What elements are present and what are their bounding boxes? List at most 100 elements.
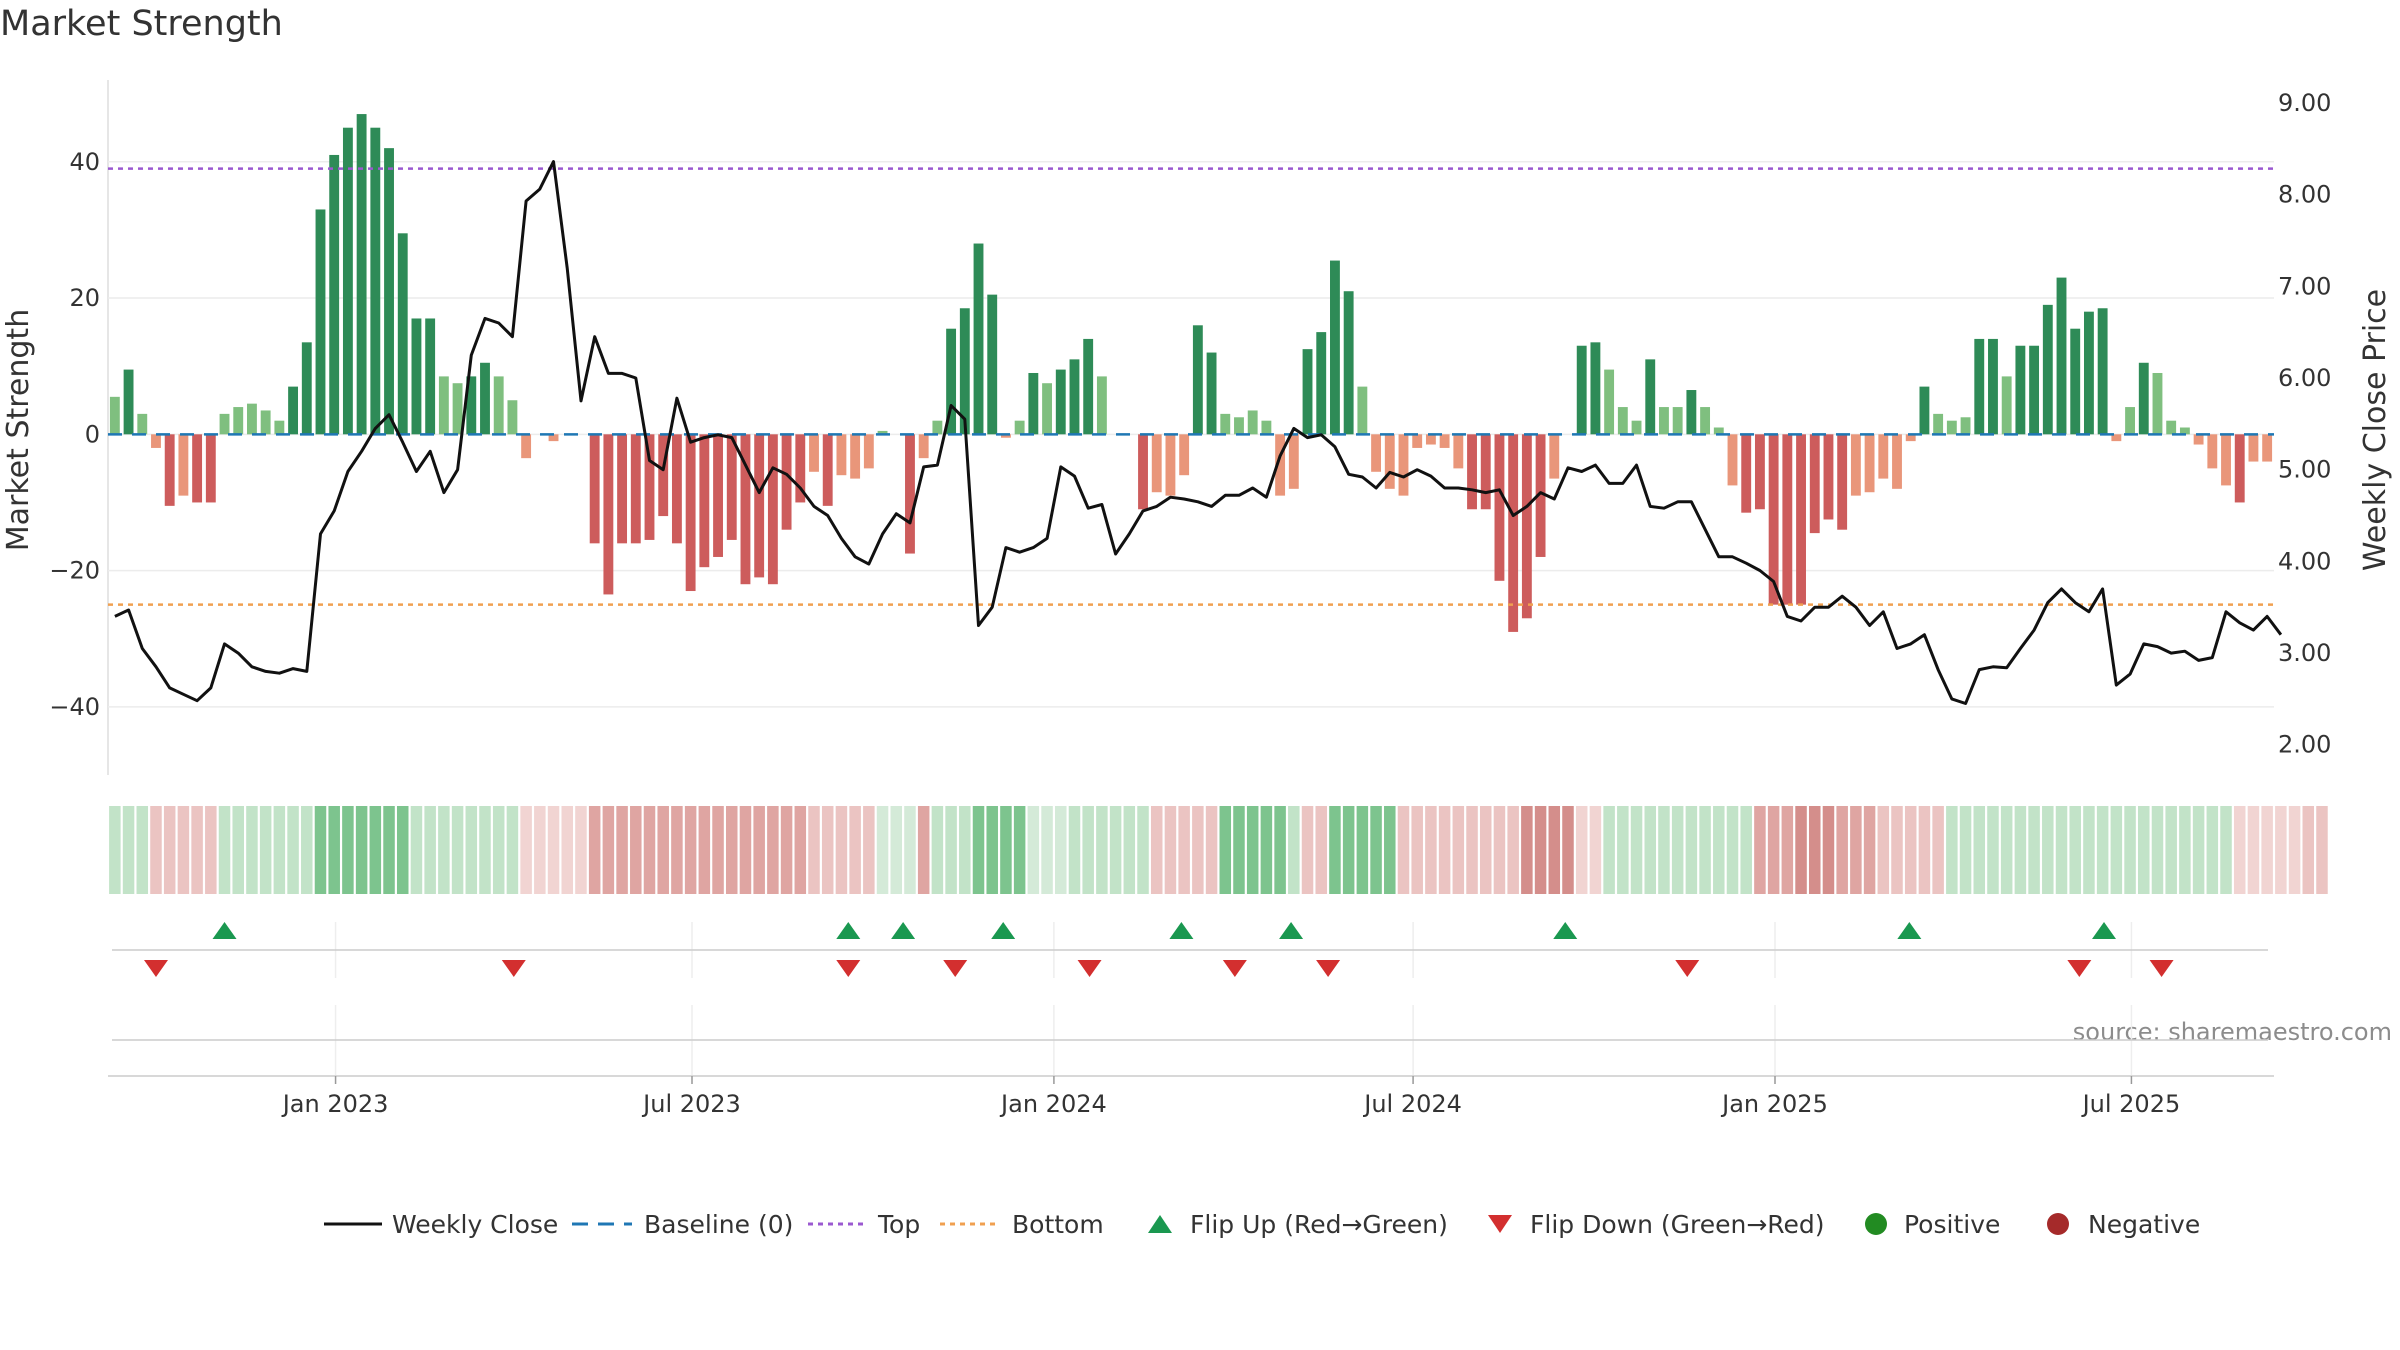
strength-bar: [1234, 417, 1244, 435]
strength-bar: [946, 328, 957, 435]
strength-bar: [2207, 434, 2218, 469]
flip-down-marker: [836, 960, 861, 977]
regime-cell: [972, 806, 985, 894]
regime-cell: [122, 806, 135, 894]
regime-cell: [1342, 806, 1355, 894]
strength-bar: [109, 396, 120, 435]
strength-bar: [1604, 369, 1615, 435]
regime-cell: [1767, 806, 1780, 894]
strength-bar: [1165, 434, 1176, 496]
regime-cell: [1466, 806, 1478, 894]
strength-bar: [1302, 349, 1313, 435]
strength-bar: [178, 434, 189, 496]
strength-bar: [1357, 386, 1368, 435]
strength-bar: [740, 434, 751, 585]
regime-cell: [821, 806, 834, 894]
regime-cell: [191, 806, 203, 894]
regime-cell: [1603, 806, 1615, 894]
strength-bar: [809, 434, 819, 472]
regime-cell: [2233, 806, 2246, 894]
regime-cell: [1479, 806, 1492, 894]
regime-cell: [2179, 806, 2191, 894]
legend-swatch-flip-up: [1148, 1215, 1172, 1233]
regime-cell: [479, 806, 491, 894]
regime-cell: [1562, 806, 1574, 894]
flip-up-marker: [2092, 922, 2117, 939]
regime-cell: [849, 806, 861, 894]
regime-cell: [725, 806, 738, 894]
regime-cell: [2261, 806, 2273, 894]
regime-cell: [506, 806, 519, 894]
regime-cell: [2288, 806, 2301, 894]
strength-bar: [1713, 427, 1724, 435]
regime-cell: [1781, 806, 1794, 894]
regime-cell: [890, 806, 903, 894]
strength-bar: [671, 434, 682, 544]
regime-cell: [1507, 806, 1519, 894]
regime-cell: [2096, 806, 2109, 894]
regime-cell: [863, 806, 875, 894]
regime-cell: [1260, 806, 1273, 894]
flip-up-marker: [991, 922, 1016, 939]
strength-bar: [1179, 434, 1190, 476]
regime-cell: [698, 806, 711, 894]
strength-bar: [754, 434, 765, 578]
strength-bar: [1453, 434, 1464, 469]
strength-bar: [2111, 434, 2122, 442]
regime-cell: [1068, 806, 1081, 894]
strength-bar: [1494, 434, 1505, 581]
regime-cell: [2000, 806, 2013, 894]
regime-cell: [383, 806, 395, 894]
strength-bar: [2125, 407, 2135, 435]
regime-cell: [1150, 806, 1163, 894]
flip-down-marker: [143, 960, 168, 977]
strength-bar: [1686, 390, 1697, 435]
regime-cell: [2220, 806, 2232, 894]
regime-cell: [616, 806, 628, 894]
flip-down-marker: [943, 960, 968, 977]
regime-cell: [959, 806, 971, 894]
flip-up-marker: [891, 922, 916, 939]
strength-bar: [905, 434, 915, 554]
regime-cell: [2316, 806, 2328, 894]
y-axis-title: Market Strength: [1, 309, 36, 551]
strength-bar: [2152, 372, 2163, 435]
strength-bar: [2234, 434, 2245, 503]
strength-bar: [1700, 407, 1711, 435]
regime-cell: [342, 806, 354, 894]
regime-cell: [109, 806, 121, 894]
regime-cell: [2275, 806, 2287, 894]
regime-cell: [1192, 806, 1204, 894]
regime-cell: [1384, 806, 1396, 894]
strength-bar: [205, 434, 216, 503]
regime-cell: [1370, 806, 1382, 894]
strength-bar: [630, 434, 641, 544]
regime-cell: [1740, 806, 1752, 894]
chart-title: Market Strength: [0, 4, 283, 44]
strength-bar: [342, 127, 353, 435]
strength-bar: [1467, 434, 1477, 510]
strength-bar: [1206, 352, 1217, 435]
regime-cell: [150, 806, 162, 894]
legend-label: Baseline (0): [644, 1210, 793, 1239]
regime-cell: [1301, 806, 1314, 894]
strength-bar: [1083, 338, 1094, 435]
strength-bar: [2070, 328, 2081, 435]
strength-bar: [1988, 338, 1998, 435]
strength-bar: [1837, 434, 1848, 530]
strength-bar: [1892, 434, 1902, 489]
y2-tick-label: 3.00: [2278, 639, 2331, 667]
strength-bar: [987, 294, 998, 435]
regime-cell: [1973, 806, 1986, 894]
regime-cell: [287, 806, 299, 894]
regime-cell: [808, 806, 820, 894]
strength-bar: [2056, 277, 2067, 435]
regime-cell: [259, 806, 272, 894]
flip-down-marker: [1675, 960, 1700, 977]
strength-bar: [1905, 434, 1916, 442]
y2-axis-title: Weekly Close Price: [2358, 289, 2393, 571]
y-tick-label: −40: [49, 693, 100, 721]
axes: Market Strength Weekly Close Price 40 20 0…: [1, 89, 2393, 759]
strength-bar: [1782, 434, 1793, 605]
x-tick-label: Jan 2023: [281, 1090, 389, 1118]
